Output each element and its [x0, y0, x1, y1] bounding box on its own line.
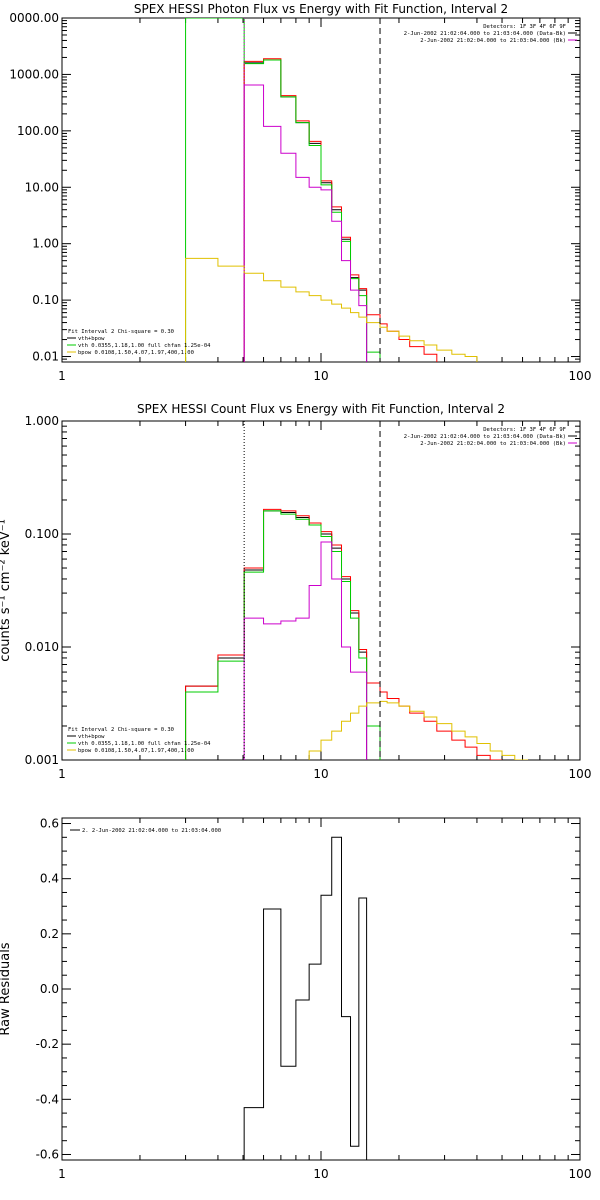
series-group [185, 508, 529, 760]
series-vth [185, 510, 381, 760]
series-vth+bpow [185, 510, 368, 760]
legend-text: vth+bpow [78, 336, 105, 342]
legend-text: 2-Jun-2002 21:02:04.000 to 21:03:04.000 … [420, 38, 566, 44]
y-tick-label: 0.0 [40, 982, 59, 996]
legend-text: Detectors: 1F 3F 4F 6F 9F [483, 427, 566, 433]
legend-text: vth+bpow [78, 734, 105, 740]
legend-text: vth 0.0355,1.18,1.00 full chfan 1.25e-04 [78, 343, 211, 349]
x-tick-label: 1 [58, 1167, 66, 1181]
residuals-panel: 1 10 100 0.6 0.4 0.2 0.0 -0.2 -0.4 -0.6 Raw Residu… [0, 817, 591, 1181]
legend-text: 2-Jun-2002 21:02:04.000 to 21:03:04.000 … [420, 441, 566, 447]
y-tick-label: 1000.00 [9, 67, 59, 81]
legend-text: Detectors: 1F 3F 4F 6F 9F [483, 24, 566, 30]
y-axis-label: Raw Residuals [0, 942, 13, 1035]
y-tick-label: -0.4 [36, 1092, 59, 1106]
series-residuals [243, 836, 368, 1160]
legend-text: 2-Jun-2002 21:02:04.000 to 21:03:04.000 … [404, 434, 566, 440]
legend-text: bpow 0.0108,1.50,4.07,1.97,400,1.00 [78, 748, 194, 754]
series-bk [243, 58, 438, 362]
series-bpow [185, 257, 478, 362]
series-bk_alt [243, 541, 368, 760]
y-tick-label: 0.01 [32, 350, 59, 364]
x-tick-label: 100 [569, 767, 592, 781]
series-vth+bpow [243, 59, 368, 362]
y-tick-label: -0.6 [36, 1147, 59, 1161]
series-group [185, 18, 478, 362]
y-tick-label: 1.000 [25, 414, 59, 428]
y-tick-label: 0.001 [25, 753, 59, 767]
y-tick-label: -0.2 [36, 1037, 59, 1051]
x-tick-label: 1 [58, 767, 66, 781]
y-tick-label: 0000.00 [9, 11, 59, 25]
y-tick-label: 0.4 [40, 872, 59, 886]
legend-text: bpow 0.0108,1.50,4.07,1.97,400,1.00 [78, 350, 194, 356]
legend-text: 2-Jun-2002 21:02:04.000 to 21:03:04.000 … [404, 31, 566, 37]
y-tick-label: 0.100 [25, 527, 59, 541]
x-tick-label: 100 [569, 1167, 592, 1181]
y-axis-label: counts s⁻¹ cm⁻² keV⁻¹ [0, 519, 13, 662]
x-tick-label: 10 [313, 369, 328, 383]
y-tick-label: 10.00 [25, 180, 59, 194]
series-bpow [308, 700, 529, 760]
axes-frame [61, 817, 581, 1161]
y-tick-label: 1.00 [32, 237, 59, 251]
legend-text: 2. 2-Jun-2002 21:02:04.000 to 21:03:04.0… [82, 828, 221, 834]
y-tick-label: 0.10 [32, 293, 59, 307]
y-tick-label: 0.6 [40, 817, 59, 831]
legend-text: vth 0.0355,1.18,1.00 full chfan 1.25e-04 [78, 741, 211, 747]
y-tick-label: 0.2 [40, 927, 59, 941]
y-tick-label: 100.00 [17, 124, 59, 138]
chart-title: SPEX HESSI Photon Flux vs Energy with Fi… [134, 2, 508, 16]
series-group [243, 836, 368, 1160]
x-tick-label: 100 [569, 369, 592, 383]
x-tick-label: 1 [58, 369, 66, 383]
count-flux-panel: SPEX HESSI Count Flux vs Energy with Fit… [0, 402, 591, 781]
series-bk [185, 508, 503, 760]
photon-flux-panel: SPEX HESSI Photon Flux vs Energy with Fi… [9, 2, 591, 383]
x-tick-label: 10 [313, 767, 328, 781]
chart-title: SPEX HESSI Count Flux vs Energy with Fit… [137, 402, 505, 416]
series-bk_alt [243, 84, 368, 362]
axes-frame [61, 420, 581, 761]
legend-text: Fit Interval 2 Chi-square = 0.30 [68, 329, 174, 335]
legend-text: Fit Interval 2 Chi-square = 0.30 [68, 727, 174, 733]
x-tick-label: 10 [313, 1167, 328, 1181]
y-tick-label: 0.010 [25, 640, 59, 654]
